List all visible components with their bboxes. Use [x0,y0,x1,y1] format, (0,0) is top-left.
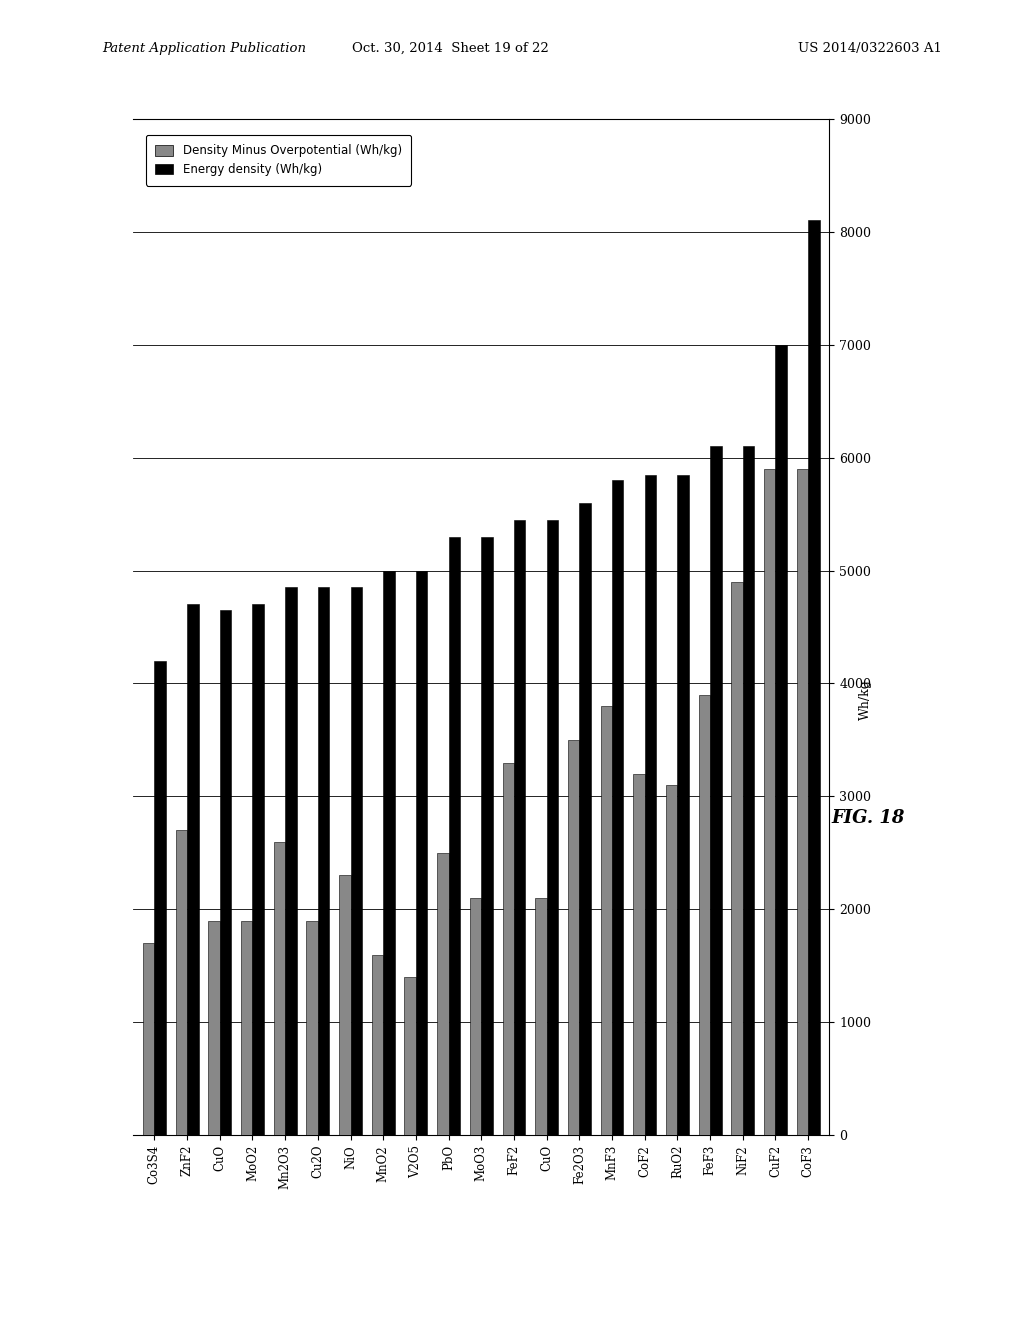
Bar [764,469,775,1135]
Bar [155,661,166,1135]
Bar [350,587,361,1135]
Bar [372,954,383,1135]
Bar [253,605,264,1135]
Bar [666,785,678,1135]
Bar [437,853,449,1135]
Bar [742,446,755,1135]
Bar [731,582,742,1135]
Text: US 2014/0322603 A1: US 2014/0322603 A1 [798,42,942,55]
Text: FIG. 18: FIG. 18 [831,809,905,828]
Text: Wh/kg: Wh/kg [859,680,871,719]
Text: Oct. 30, 2014  Sheet 19 of 22: Oct. 30, 2014 Sheet 19 of 22 [352,42,549,55]
Legend: Density Minus Overpotential (Wh/kg), Energy density (Wh/kg): Density Minus Overpotential (Wh/kg), Ene… [146,135,412,186]
Bar [678,474,689,1135]
Bar [503,763,514,1135]
Bar [710,446,722,1135]
Bar [547,520,558,1135]
Bar [416,570,427,1135]
Bar [317,587,330,1135]
Bar [698,694,710,1135]
Bar [176,830,187,1135]
Bar [645,474,656,1135]
Bar [633,774,645,1135]
Bar [481,537,493,1135]
Bar [470,898,481,1135]
Bar [383,570,394,1135]
Bar [580,503,591,1135]
Bar [601,706,612,1135]
Bar [568,741,580,1135]
Bar [220,610,231,1135]
Bar [306,920,317,1135]
Bar [339,875,350,1135]
Text: Patent Application Publication: Patent Application Publication [102,42,306,55]
Bar [187,605,199,1135]
Bar [449,537,460,1135]
Bar [514,520,525,1135]
Bar [797,469,808,1135]
Bar [808,220,819,1135]
Bar [285,587,297,1135]
Bar [404,977,416,1135]
Bar [273,842,285,1135]
Bar [612,480,624,1135]
Bar [208,920,220,1135]
Bar [143,944,155,1135]
Bar [775,345,786,1135]
Bar [536,898,547,1135]
Bar [241,920,253,1135]
